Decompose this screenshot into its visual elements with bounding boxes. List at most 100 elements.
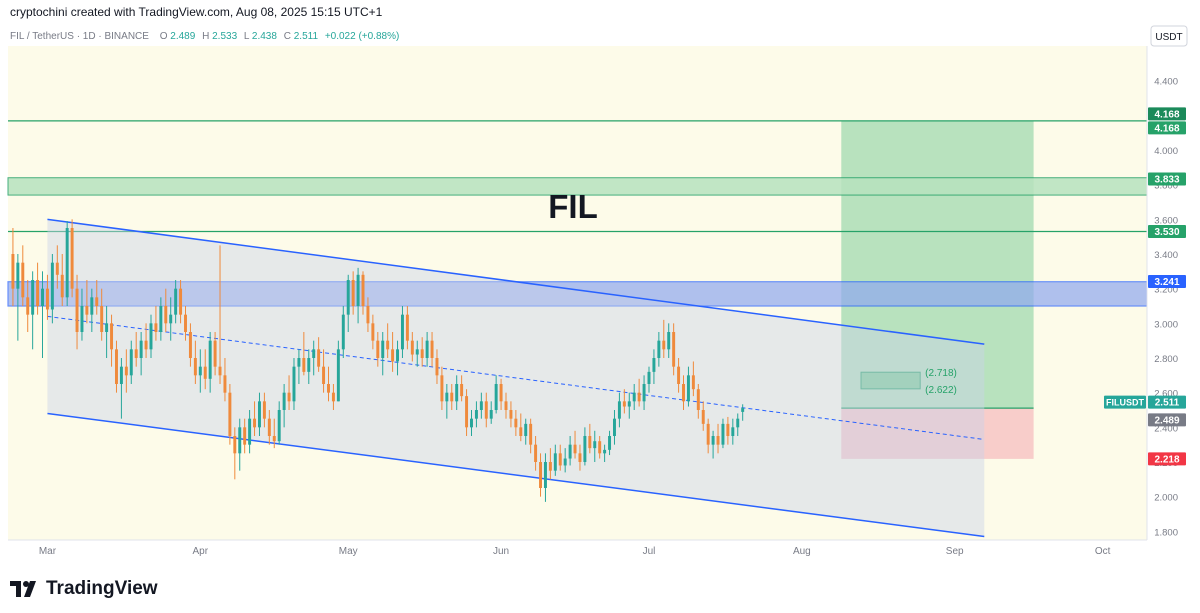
close-label: C <box>284 31 291 42</box>
price-label-tag <box>1148 275 1186 289</box>
candle-body <box>41 288 44 306</box>
time-axis[interactable]: Mar Apr May Jun Jul Aug Sep Oct <box>8 539 1200 564</box>
price-tick-label: 3.600 <box>1154 215 1178 226</box>
brand-name: TradingView <box>46 578 158 599</box>
time-tick-label: Jul <box>643 546 656 557</box>
channel-fill <box>47 219 985 541</box>
candle-body <box>568 444 572 459</box>
price-label-tag <box>1148 413 1186 427</box>
candle-body <box>65 228 69 298</box>
channel-layer[interactable] <box>47 218 985 541</box>
price-chart[interactable]: (2.718)(2.622) 4.4004.2004.0003.8003.600… <box>0 24 1200 564</box>
candle-body <box>277 410 281 442</box>
candle-body <box>711 436 715 445</box>
candle-body <box>400 314 404 350</box>
candle-body <box>336 349 340 402</box>
candle-body <box>179 288 183 315</box>
candle-body <box>494 384 498 410</box>
price-label-tag <box>1148 395 1186 409</box>
candle-body <box>514 418 518 428</box>
candle-body <box>430 340 434 358</box>
candle-body <box>149 323 153 350</box>
candle-body <box>588 436 592 449</box>
candle-body <box>75 288 79 332</box>
price-tick-label: 3.200 <box>1154 285 1178 296</box>
candle-body <box>534 444 538 462</box>
candle-body <box>307 358 311 372</box>
candle-body <box>317 349 321 367</box>
chart-area[interactable]: (2.718)(2.622) 4.4004.2004.0003.8003.600… <box>0 24 1200 564</box>
price-tick-label: 2.600 <box>1154 389 1178 400</box>
symbol-line: FIL / TetherUS · 1D · BINANCE O 2.489 H … <box>10 31 399 42</box>
channel-mid-line <box>47 315 985 440</box>
chart-title: FIL <box>548 188 597 225</box>
candle-body <box>282 392 286 410</box>
price-tick-label: 3.800 <box>1154 181 1178 192</box>
candle-body <box>425 340 429 358</box>
candle-body <box>371 323 375 341</box>
candle-body <box>322 366 326 384</box>
change-value: +0.022 (+0.88%) <box>325 31 400 42</box>
price-label-text: 2.218 <box>1154 454 1179 465</box>
candle-body <box>405 314 409 341</box>
channel-upper-line <box>47 218 985 345</box>
footer: TradingView <box>0 566 1200 613</box>
candle-body <box>677 366 681 384</box>
candle-body <box>144 340 148 350</box>
tradingview-logo[interactable]: TradingView <box>10 576 158 602</box>
candle-body <box>124 366 128 376</box>
candle-body <box>647 371 651 384</box>
candle-body <box>706 423 710 445</box>
candle-body <box>223 375 227 393</box>
candle-body <box>159 306 163 332</box>
candle-body <box>139 340 143 358</box>
candle-body <box>45 288 49 310</box>
currency-button[interactable]: USDT <box>1150 25 1188 47</box>
high-value: 2.533 <box>212 31 237 42</box>
candle-body <box>603 449 607 454</box>
candle-body <box>598 441 602 454</box>
candle-body <box>287 392 291 402</box>
target-annotation: (2.622) <box>925 385 957 396</box>
candle-body <box>188 332 192 358</box>
price-tick-label: 1.800 <box>1154 527 1178 538</box>
candle-body <box>184 314 187 332</box>
price-tick-label: 2.400 <box>1154 423 1178 434</box>
candle-body <box>11 254 15 289</box>
candle-body <box>652 358 656 372</box>
target-annotation: (2.718) <box>925 368 957 379</box>
candle-body <box>218 366 222 376</box>
candle-body <box>391 349 395 362</box>
svg-text:FIL / TetherUS · 1D · BINANCE: FIL / TetherUS · 1D · BINANCE O 2.489 H … <box>10 31 399 42</box>
candle-body <box>302 358 306 372</box>
price-axis[interactable]: 4.4004.2004.0003.8003.6003.4003.2003.000… <box>1104 46 1200 540</box>
price-tick-label: 4.400 <box>1154 77 1178 88</box>
candle-body <box>553 453 557 471</box>
candle-body <box>21 262 25 298</box>
close-value: 2.511 <box>294 31 319 42</box>
supply-zone <box>7 281 1148 307</box>
candle-body <box>16 262 20 289</box>
candle-body <box>90 297 94 315</box>
candle-body <box>632 392 636 402</box>
price-label-text: 3.530 <box>1154 227 1179 238</box>
candle-body <box>583 436 587 462</box>
candle-body <box>228 392 232 436</box>
candle-body <box>154 323 158 332</box>
candle-body <box>272 436 276 442</box>
time-tick-label: Apr <box>193 546 209 557</box>
candle-body <box>642 384 646 402</box>
candle-body <box>731 427 735 436</box>
candle-body <box>543 462 547 488</box>
candle-body <box>55 262 59 275</box>
credit-text: cryptochini created with TradingView.com… <box>10 5 383 19</box>
candle-body <box>351 280 355 306</box>
candle-body <box>504 401 508 410</box>
candle-body <box>558 453 562 466</box>
candle-body <box>667 332 671 350</box>
candle-body <box>110 323 114 350</box>
time-tick-label: Jun <box>493 546 509 557</box>
candle-body <box>243 427 247 445</box>
candle-body <box>460 384 464 397</box>
candle-body <box>381 340 385 358</box>
